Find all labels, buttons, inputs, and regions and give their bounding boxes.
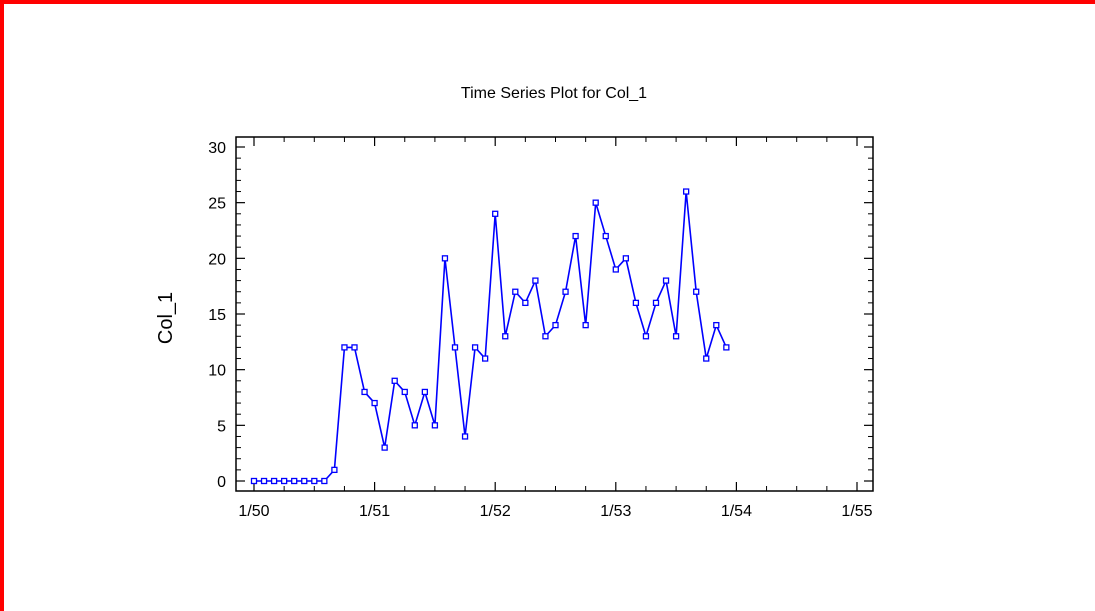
data-point — [391, 377, 398, 384]
chart-title: Time Series Plot for Col_1 — [461, 85, 647, 102]
data-point — [260, 477, 268, 485]
data-point — [250, 477, 258, 485]
data-point — [542, 333, 549, 340]
x-tick-label: 1/52 — [480, 503, 511, 520]
data-point — [582, 321, 589, 329]
data-point — [270, 477, 278, 485]
data-point — [622, 255, 629, 262]
x-tick-label: 1/53 — [600, 503, 631, 520]
data-point — [280, 477, 288, 485]
data-point — [552, 321, 559, 329]
data-point — [381, 444, 388, 451]
data-point — [411, 422, 418, 429]
y-tick-label: 10 — [208, 363, 226, 380]
data-point — [632, 299, 640, 307]
data-point — [461, 433, 469, 440]
y-axis-label: Col_1 — [155, 292, 177, 344]
data-point — [431, 422, 439, 429]
data-point — [481, 355, 489, 362]
data-point — [321, 477, 328, 485]
series-line — [254, 191, 728, 482]
data-point — [713, 321, 720, 329]
x-tick-label: 1/55 — [841, 503, 872, 520]
data-point — [361, 388, 368, 396]
data-point — [572, 232, 579, 240]
data-point — [592, 199, 599, 206]
y-tick-label: 5 — [217, 418, 226, 435]
data-point — [502, 333, 509, 340]
data-point — [512, 288, 519, 295]
data-point — [672, 333, 680, 340]
data-point — [471, 344, 479, 351]
y-tick-label: 20 — [208, 251, 226, 268]
x-tick-label: 1/51 — [359, 503, 390, 520]
data-point — [401, 388, 408, 396]
data-point — [311, 477, 318, 485]
data-point — [301, 477, 308, 485]
data-point — [341, 344, 348, 351]
data-point — [562, 288, 569, 295]
data-point — [602, 232, 609, 240]
y-tick-label: 25 — [208, 196, 226, 213]
data-point — [693, 288, 700, 295]
data-point — [522, 299, 529, 307]
data-point — [351, 344, 358, 351]
y-tick-label: 30 — [208, 140, 226, 157]
data-point — [331, 466, 338, 474]
data-point — [492, 210, 499, 217]
y-tick-label: 15 — [208, 307, 226, 324]
data-point — [451, 344, 459, 351]
data-point — [652, 299, 660, 307]
data-point — [371, 399, 378, 407]
data-point — [291, 477, 298, 485]
data-point — [723, 344, 730, 351]
data-point — [421, 388, 429, 396]
x-tick-label: 1/50 — [238, 503, 269, 520]
data-point — [642, 333, 650, 340]
data-point — [441, 255, 449, 262]
data-point — [703, 355, 710, 362]
x-tick-label: 1/54 — [721, 503, 752, 520]
y-tick-label: 0 — [217, 474, 226, 491]
data-point — [662, 277, 670, 284]
data-point — [532, 277, 539, 284]
data-point — [612, 266, 619, 273]
data-point — [683, 188, 690, 195]
plot-area — [235, 136, 874, 492]
